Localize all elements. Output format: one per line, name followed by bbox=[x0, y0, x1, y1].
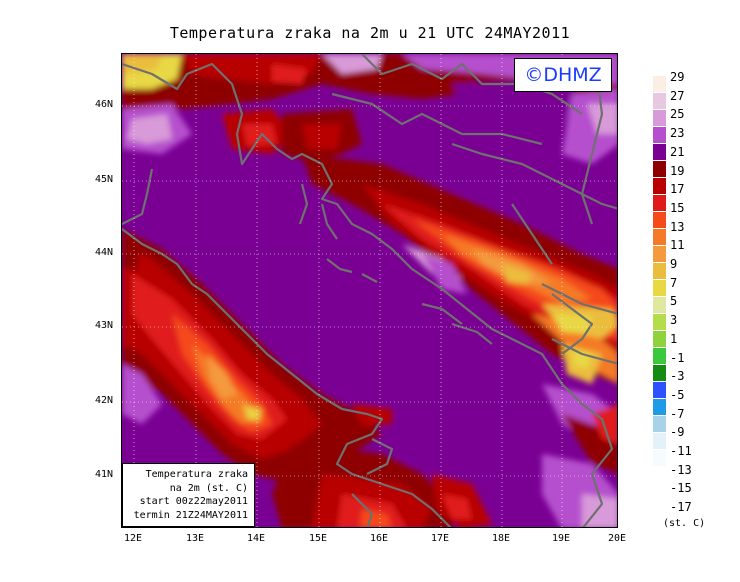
colorbar-swatch bbox=[653, 246, 666, 263]
info-line-unit: na 2m (st. C) bbox=[169, 482, 248, 494]
info-line-start: start 00z22may2011 bbox=[139, 496, 248, 507]
lat-label-42n: 42N bbox=[95, 395, 114, 406]
lon-label-14e: 14E bbox=[247, 533, 266, 544]
colorbar-label: 1 bbox=[670, 331, 678, 346]
lat-label-43n: 43N bbox=[95, 320, 114, 331]
temperature-map: ©DHMZ Temperatura zraka na 2m (st. C) st… bbox=[121, 53, 618, 528]
colorbar-label: 23 bbox=[670, 126, 685, 141]
lon-label-18e: 18E bbox=[492, 533, 511, 544]
lat-label-44n: 44N bbox=[95, 247, 114, 258]
colorbar-swatch bbox=[653, 212, 666, 229]
lon-label-12e: 12E bbox=[124, 533, 143, 544]
lon-label-15e: 15E bbox=[309, 533, 328, 544]
colorbar-swatch bbox=[653, 161, 666, 178]
colorbar-label: 3 bbox=[670, 313, 678, 328]
info-box: Temperatura zraka na 2m (st. C) start 00… bbox=[122, 463, 255, 527]
colorbar-unit: (st. C) bbox=[663, 518, 706, 529]
lon-label-13e: 13E bbox=[186, 533, 205, 544]
lat-label-41n: 41N bbox=[95, 469, 114, 480]
coastlines bbox=[122, 54, 617, 527]
colorbar-swatch bbox=[653, 433, 666, 450]
colorbar-swatch bbox=[653, 144, 666, 161]
colorbar-swatch bbox=[653, 416, 666, 433]
colorbar-swatch bbox=[653, 178, 666, 195]
colorbar-label: 7 bbox=[670, 275, 678, 290]
colorbar-label: 17 bbox=[670, 182, 685, 197]
map-title: Temperatura zraka na 2m u 21 UTC 24MAY20… bbox=[169, 24, 571, 42]
colorbar-swatch bbox=[653, 195, 666, 212]
colorbar-label: 29 bbox=[670, 70, 685, 84]
colorbar-swatch bbox=[653, 263, 666, 280]
temperature-field bbox=[122, 54, 617, 527]
colorbar-swatch bbox=[653, 348, 666, 365]
colorbar-label: -11 bbox=[670, 444, 692, 458]
colorbar-swatch bbox=[653, 382, 666, 399]
info-line-termin: termin 21Z24MAY2011 bbox=[133, 509, 248, 521]
colorbar-swatch bbox=[653, 93, 666, 110]
colorbar-swatch bbox=[653, 110, 666, 127]
colorbar-label: 5 bbox=[670, 294, 678, 309]
lat-label-46n: 46N bbox=[95, 99, 114, 110]
colorbar-label: -9 bbox=[670, 425, 685, 440]
lon-label-17e: 17E bbox=[431, 533, 450, 544]
colorbar-label: -17 bbox=[670, 500, 692, 515]
colorbar-swatch bbox=[653, 450, 666, 467]
colorbar-label: 27 bbox=[670, 88, 685, 103]
colorbar-swatch bbox=[653, 280, 666, 297]
colorbar-label: -1 bbox=[670, 350, 685, 365]
colorbar-label: 21 bbox=[670, 144, 685, 159]
info-line-product: Temperatura zraka bbox=[145, 469, 248, 480]
lat-label-45n: 45N bbox=[95, 174, 114, 185]
colorbar-swatch bbox=[653, 76, 666, 93]
colorbar-label: 19 bbox=[670, 163, 685, 178]
lon-label-20e: 20E bbox=[608, 533, 627, 544]
lat-lon-grid bbox=[122, 54, 617, 527]
colorbar-swatch bbox=[653, 331, 666, 348]
colorbar-swatch bbox=[653, 127, 666, 144]
colorbar-label: 13 bbox=[670, 219, 685, 234]
colorbar-label: -7 bbox=[670, 406, 685, 421]
colorbar-swatch bbox=[653, 229, 666, 246]
italy-peninsula bbox=[122, 229, 492, 527]
colorbar-label: -5 bbox=[670, 387, 685, 402]
colorbar bbox=[653, 76, 666, 484]
colorbar-label: -3 bbox=[670, 369, 685, 384]
lon-label-19e: 19E bbox=[552, 533, 571, 544]
lon-label-16e: 16E bbox=[370, 533, 389, 544]
colorbar-swatch bbox=[653, 365, 666, 382]
dhmz-logo: ©DHMZ bbox=[514, 58, 612, 92]
colorbar-swatch bbox=[653, 399, 666, 416]
colorbar-label: -15 bbox=[670, 481, 692, 496]
colorbar-label: 9 bbox=[670, 257, 678, 271]
colorbar-label: 25 bbox=[670, 107, 685, 122]
colorbar-label: 15 bbox=[670, 200, 685, 215]
colorbar-swatch bbox=[653, 297, 666, 314]
balkan-band bbox=[302, 154, 617, 527]
colorbar-label: -13 bbox=[670, 462, 692, 477]
colorbar-label: 11 bbox=[670, 238, 685, 253]
colorbar-swatch bbox=[653, 314, 666, 331]
